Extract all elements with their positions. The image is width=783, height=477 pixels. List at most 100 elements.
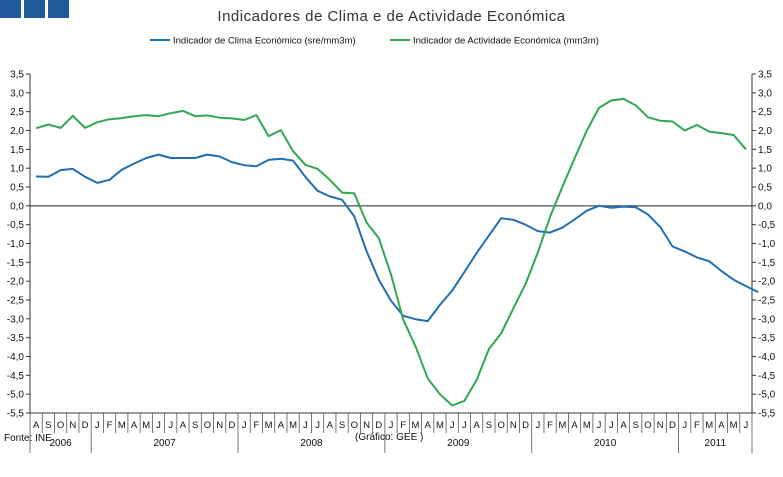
month-label: O (57, 420, 64, 431)
y-tick-label-right: -4,0 (758, 352, 776, 363)
month-label: A (425, 420, 432, 431)
month-label: D (228, 420, 235, 431)
month-label: M (730, 420, 738, 431)
y-tick-label-right: -2,0 (758, 277, 776, 288)
month-label: J (535, 420, 540, 431)
y-tick-label-right: 1,5 (758, 145, 772, 156)
y-tick-label-left: -3,5 (7, 333, 25, 344)
series-line (35, 97, 747, 407)
month-label: A (278, 420, 285, 431)
month-label: S (633, 420, 639, 431)
month-label: S (192, 420, 198, 431)
y-tick-label-right: -5,5 (758, 409, 776, 420)
chart-title: Indicadores de Clima e de Actividade Eco… (217, 8, 566, 25)
month-label: J (682, 420, 687, 431)
y-tick-label-left: 0,5 (10, 183, 24, 194)
month-label: O (351, 420, 358, 431)
month-label: J (168, 420, 173, 431)
y-tick-label-left: 2,5 (10, 107, 24, 118)
month-label: F (547, 420, 553, 431)
y-tick-label-right: 1,0 (758, 164, 772, 175)
year-label: 2010 (594, 438, 617, 449)
month-label: N (363, 420, 370, 431)
logo-block (0, 0, 21, 18)
y-tick-label-right: -3,0 (758, 314, 776, 325)
year-label: 2006 (49, 438, 72, 449)
y-tick-label-right: -5,0 (758, 390, 776, 401)
month-label: F (694, 420, 700, 431)
y-tick-label-left: 2,0 (10, 126, 24, 137)
month-label: S (339, 420, 345, 431)
month-label: F (107, 420, 113, 431)
month-label: J (156, 420, 161, 431)
y-tick-label-left: -5,5 (7, 409, 25, 420)
month-label: J (303, 420, 308, 431)
legend-label: Indicador de Clima Económico (sre/mm3m) (173, 36, 356, 47)
month-label: O (497, 420, 504, 431)
month-label: M (558, 420, 566, 431)
y-tick-label-right: 2,5 (758, 107, 772, 118)
month-label: J (242, 420, 247, 431)
month-label: J (609, 420, 614, 431)
month-label: M (412, 420, 420, 431)
y-tick-label-right: -3,5 (758, 333, 776, 344)
y-tick-label-right: 0,0 (758, 201, 772, 212)
y-tick-label-left: -0,5 (7, 220, 25, 231)
y-tick-label-left: -5,0 (7, 390, 25, 401)
year-label: 2009 (447, 438, 470, 449)
month-label: F (253, 420, 259, 431)
month-label: J (597, 420, 602, 431)
y-tick-label-right: -0,5 (758, 220, 776, 231)
y-tick-label-right: 0,5 (758, 183, 772, 194)
month-label: S (486, 420, 492, 431)
month-label: A (180, 420, 187, 431)
month-label: O (644, 420, 651, 431)
month-label: A (620, 420, 627, 431)
month-label: A (571, 420, 578, 431)
y-tick-label-right: -1,5 (758, 258, 776, 269)
month-label: M (142, 420, 150, 431)
y-tick-label-left: 1,0 (10, 164, 24, 175)
month-label: N (510, 420, 517, 431)
logo-block (48, 0, 69, 18)
year-label: 2007 (153, 438, 176, 449)
month-label: D (375, 420, 382, 431)
month-label: D (522, 420, 529, 431)
month-label: A (327, 420, 334, 431)
y-tick-label-left: -1,5 (7, 258, 25, 269)
month-label: S (45, 420, 51, 431)
month-label: J (389, 420, 394, 431)
y-tick-label-left: -3,0 (7, 314, 25, 325)
y-tick-label-left: -4,5 (7, 371, 25, 382)
month-label: M (118, 420, 126, 431)
month-label: M (289, 420, 297, 431)
month-label: A (473, 420, 480, 431)
month-label: A (718, 420, 725, 431)
month-label: D (669, 420, 676, 431)
legend-label: Indicador de Actividade Económica (mm3m) (413, 36, 599, 47)
y-tick-label-left: 3,5 (10, 70, 24, 81)
month-label: N (69, 420, 76, 431)
month-label: M (705, 420, 713, 431)
month-label: J (744, 420, 749, 431)
source-note: Fonte: INE (4, 433, 52, 444)
credit-note: (Gráfico: GEE ) (355, 432, 424, 443)
month-label: D (82, 420, 89, 431)
month-label: J (450, 420, 455, 431)
y-tick-label-right: 3,5 (758, 70, 772, 81)
month-label: N (657, 420, 664, 431)
y-tick-label-left: -2,5 (7, 296, 25, 307)
month-label: M (265, 420, 273, 431)
month-label: A (33, 420, 40, 431)
series-line (36, 153, 759, 323)
month-label: J (315, 420, 320, 431)
month-label: O (204, 420, 211, 431)
month-label: F (400, 420, 406, 431)
y-tick-label-left: 3,0 (10, 88, 24, 99)
y-tick-label-right: -1,0 (758, 239, 776, 250)
month-label: M (436, 420, 444, 431)
y-tick-label-right: -2,5 (758, 296, 776, 307)
logo-block (24, 0, 45, 18)
y-tick-label-left: 1,5 (10, 145, 24, 156)
